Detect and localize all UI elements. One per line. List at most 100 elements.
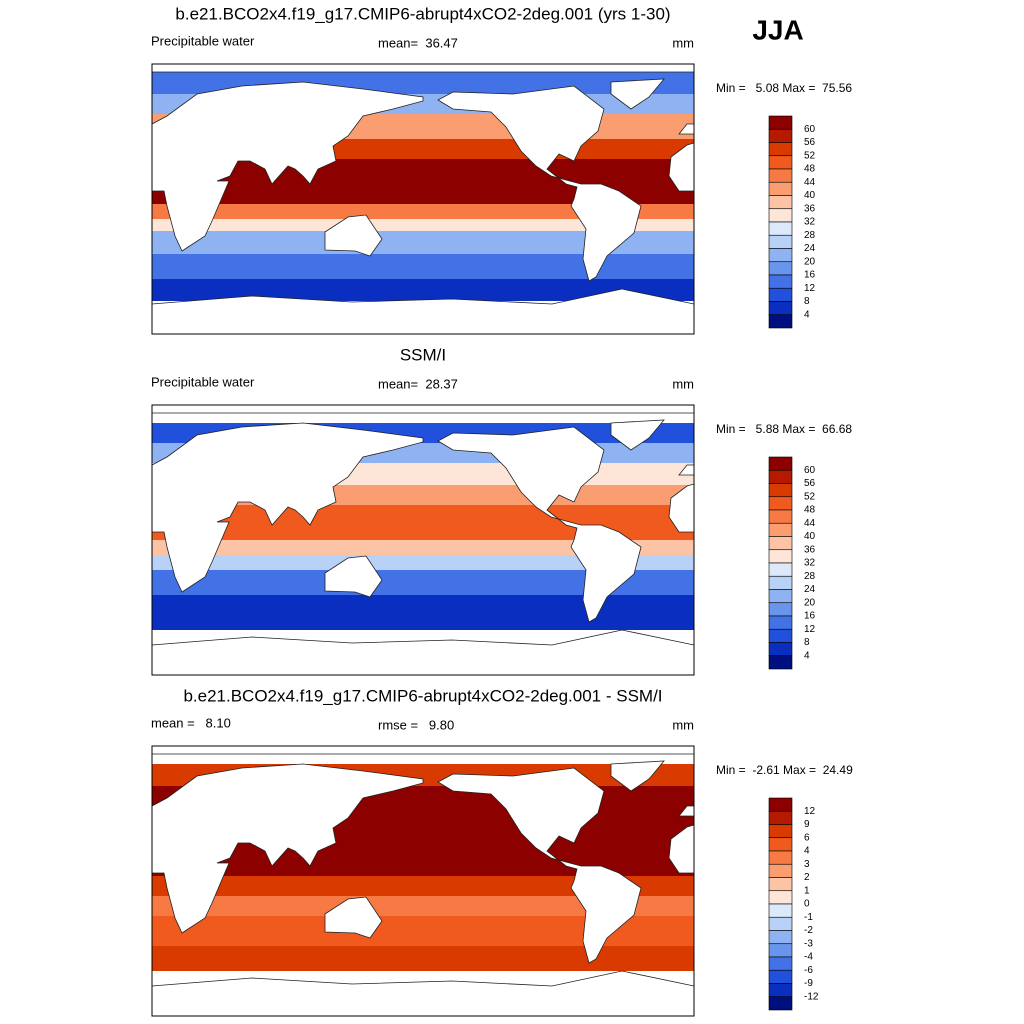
colorbar-label: 12 [804,283,816,294]
panel-title: b.e21.BCO2x4.f19_g17.CMIP6-abrupt4xCO2-2… [175,4,670,23]
panel-units: mm [672,376,694,391]
panel-center-label: rmse = 9.80 [378,717,454,732]
colorbar-label: 56 [804,137,816,148]
colorbar-box [768,536,793,551]
colorbar-label: 48 [804,505,816,516]
colorbar-label: 3 [804,859,810,870]
min-max: Min = 5.08 Max = 75.56 [716,81,852,95]
colorbar-box [768,248,793,263]
panel-center-label: mean= 36.47 [378,35,458,50]
colorbar-box [768,877,793,892]
colorbar-label: 0 [804,899,810,910]
colorbar-label: 36 [804,544,816,555]
panel-title: b.e21.BCO2x4.f19_g17.CMIP6-abrupt4xCO2-2… [183,686,662,705]
colorbar-box [768,797,793,812]
colorbar-label: -1 [804,912,813,923]
season-label: JJA [752,14,803,45]
colorbar-label: 6 [804,832,810,843]
colorbar-label: -3 [804,938,813,949]
colorbar-label: -2 [804,925,813,936]
colorbar-label: 16 [804,611,816,622]
colorbar-label: 4 [804,846,810,857]
colorbar-box [768,261,793,276]
colorbar-box [768,509,793,524]
min-max: Min = 5.88 Max = 66.68 [716,422,852,436]
colorbar-box [768,221,793,236]
colorbar-box [768,589,793,604]
colorbar-label: 32 [804,558,816,569]
colorbar-label: 9 [804,819,810,830]
colorbar-box [768,483,793,498]
colorbar-box [768,549,793,564]
colorbar-label: -9 [804,978,813,989]
colorbar-label: 20 [804,597,816,608]
colorbar-box [768,642,793,657]
colorbar-label: -12 [804,991,819,1002]
colorbar-box [768,155,793,170]
colorbar-label: 56 [804,478,816,489]
colorbar-label: 52 [804,491,816,502]
map-panel-2 [151,404,695,676]
colorbar-box [768,208,793,223]
colorbar-box [768,969,793,984]
panel-units: mm [672,35,694,50]
colorbar-label: 44 [804,177,816,188]
colorbar-box [768,956,793,971]
colorbar-box [768,301,793,316]
colorbar-label: 12 [804,624,816,635]
colorbar-box [768,314,793,329]
panel-left-label: mean = 8.10 [151,715,231,730]
colorbar-label: 48 [804,164,816,175]
colorbar-label: 8 [804,637,810,648]
colorbar-label: 52 [804,150,816,161]
colorbar-label: 60 [804,465,816,476]
colorbar-label: 12 [804,806,816,817]
colorbar-label: 1 [804,885,810,896]
colorbar-box [768,522,793,537]
colorbar-label: 24 [804,584,816,595]
colorbar-box [768,615,793,630]
colorbar-label: 4 [804,309,810,320]
map-panel-1 [151,63,695,335]
min-max: Min = -2.61 Max = 24.49 [716,763,853,777]
colorbar-box [768,496,793,511]
colorbar-label: 24 [804,243,816,254]
colorbar-label: 28 [804,230,816,241]
colorbar-label: 44 [804,518,816,529]
colorbar-box [768,916,793,931]
colorbar-box [768,850,793,865]
colorbar-box [768,983,793,998]
colorbar-label: 40 [804,531,816,542]
panel-units: mm [672,717,694,732]
colorbar-label: 40 [804,190,816,201]
colorbar-box [768,128,793,143]
colorbar-label: -6 [804,965,813,976]
colorbar-box [768,810,793,825]
colorbar-label: 20 [804,256,816,267]
map-panel-3 [151,745,695,1017]
colorbar-box [768,863,793,878]
colorbar-box [768,181,793,196]
colorbar-box [768,890,793,905]
colorbar-label: 32 [804,217,816,228]
colorbar-box [768,195,793,210]
panel-center-label: mean= 28.37 [378,376,458,391]
colorbar-box [768,142,793,157]
panel-left-label: Precipitable water [151,33,255,48]
colorbar-label: 8 [804,296,810,307]
colorbar-box [768,562,793,577]
colorbar-box [768,168,793,183]
colorbar-label: 36 [804,203,816,214]
colorbar-label: 16 [804,270,816,281]
colorbar-box [768,115,793,130]
panel-title: SSM/I [400,345,446,364]
colorbar-box [768,628,793,643]
colorbar-box [768,575,793,590]
colorbar-label: 60 [804,124,816,135]
colorbar-box [768,456,793,471]
colorbar-box [768,602,793,617]
colorbar-box [768,930,793,945]
colorbar-box [768,287,793,302]
